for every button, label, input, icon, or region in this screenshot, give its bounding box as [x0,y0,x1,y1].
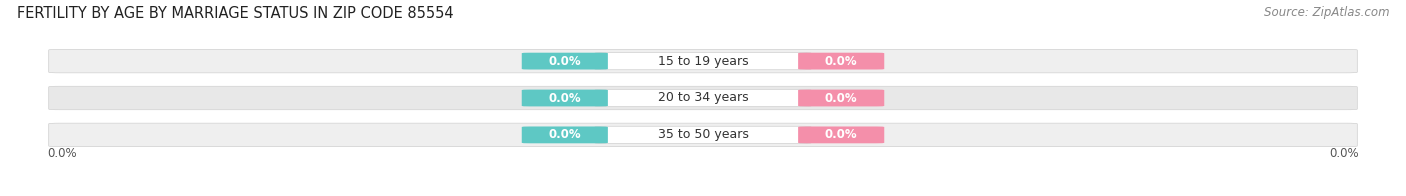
Text: 0.0%: 0.0% [548,92,581,104]
FancyBboxPatch shape [49,49,1357,73]
FancyBboxPatch shape [595,126,811,143]
Text: 15 to 19 years: 15 to 19 years [658,55,748,68]
Text: FERTILITY BY AGE BY MARRIAGE STATUS IN ZIP CODE 85554: FERTILITY BY AGE BY MARRIAGE STATUS IN Z… [17,6,454,21]
FancyBboxPatch shape [49,86,1357,110]
Text: 0.0%: 0.0% [825,128,858,141]
FancyBboxPatch shape [799,126,884,143]
Text: 0.0%: 0.0% [1329,147,1358,160]
FancyBboxPatch shape [799,90,884,106]
Text: Source: ZipAtlas.com: Source: ZipAtlas.com [1264,6,1389,19]
Text: 0.0%: 0.0% [548,128,581,141]
Text: 20 to 34 years: 20 to 34 years [658,92,748,104]
FancyBboxPatch shape [49,123,1357,147]
Text: 0.0%: 0.0% [548,55,581,68]
FancyBboxPatch shape [595,53,811,70]
FancyBboxPatch shape [522,53,607,70]
Text: 35 to 50 years: 35 to 50 years [658,128,748,141]
FancyBboxPatch shape [799,53,884,70]
Text: 0.0%: 0.0% [48,147,77,160]
FancyBboxPatch shape [522,126,607,143]
FancyBboxPatch shape [595,89,811,107]
FancyBboxPatch shape [522,90,607,106]
Text: 0.0%: 0.0% [825,55,858,68]
Text: 0.0%: 0.0% [825,92,858,104]
